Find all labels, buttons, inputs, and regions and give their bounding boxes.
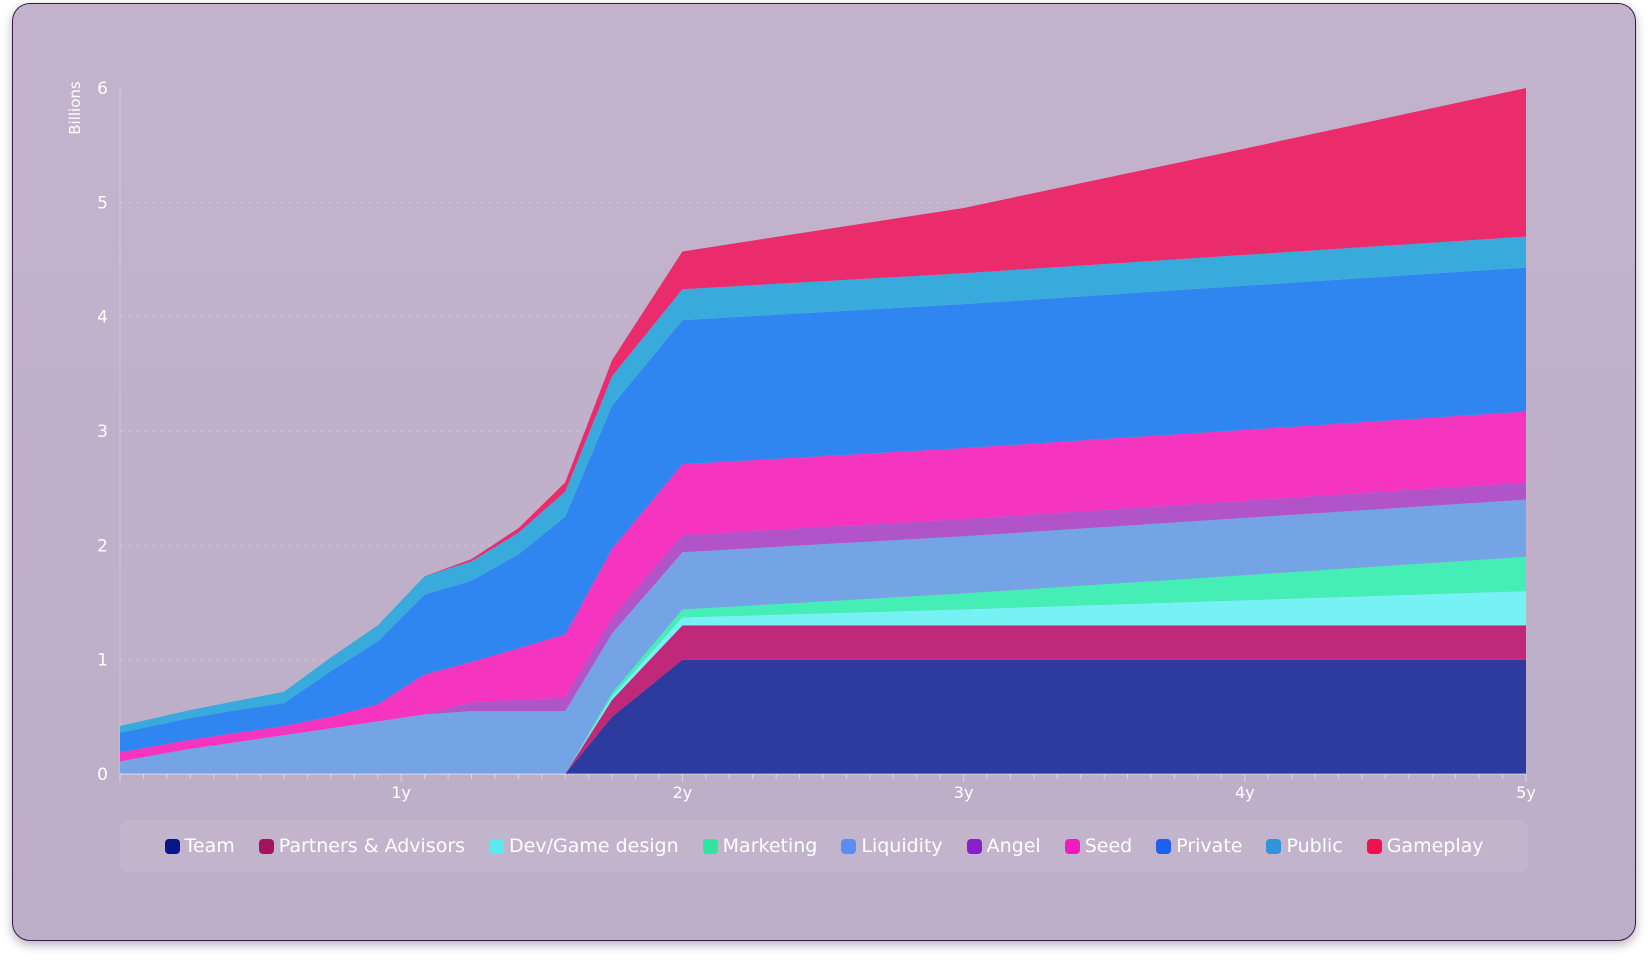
x-tick-label: 2y — [673, 783, 693, 802]
legend-label: Partners & Advisors — [278, 835, 466, 857]
x-tick-label: 4y — [1235, 783, 1255, 802]
series-area-liquidity[interactable] — [120, 499, 1526, 774]
legend-swatch — [1366, 838, 1382, 854]
legend-item-gameplay[interactable]: Gameplay — [1366, 835, 1484, 857]
y-tick-label: 4 — [97, 308, 108, 328]
chart-legend: Team Partners & Advisors Dev/Game design Ma… — [120, 820, 1528, 872]
legend-label: Private — [1176, 835, 1243, 857]
legend-item-private[interactable]: Private — [1156, 835, 1242, 857]
legend-swatch — [841, 838, 857, 854]
legend-label: Angel — [986, 835, 1041, 857]
series-area-gameplay[interactable] — [120, 88, 1526, 726]
y-tick-label: 2 — [97, 536, 108, 556]
y-axis: 0 1 2 3 4 5 6 — [97, 79, 108, 785]
y-tick-label: 1 — [97, 651, 108, 671]
legend-label: Team — [184, 835, 235, 857]
legend-label: Public — [1286, 835, 1343, 857]
x-tick-label: 5y — [1516, 783, 1536, 802]
legend-item-angel[interactable]: Angel — [966, 835, 1041, 857]
y-tick-label: 0 — [97, 765, 108, 785]
y-tick-label: 5 — [97, 193, 108, 213]
legend-item-team[interactable]: Team — [164, 835, 235, 857]
series-area-team[interactable] — [120, 659, 1526, 774]
legend-label: Gameplay — [1386, 835, 1484, 857]
legend-item-marketing[interactable]: Marketing — [702, 835, 818, 857]
legend-label: Marketing — [722, 835, 818, 857]
legend-swatch — [1064, 838, 1080, 854]
series-area-angel[interactable] — [120, 482, 1526, 762]
y-tick-label: 6 — [97, 79, 108, 99]
legend-item-partners-advisors[interactable]: Partners & Advisors — [258, 835, 466, 857]
series-area-seed[interactable] — [120, 411, 1526, 762]
y-tick-label: 3 — [97, 422, 108, 442]
legend-item-seed[interactable]: Seed — [1064, 835, 1133, 857]
series-areas — [120, 88, 1526, 774]
series-area-private[interactable] — [120, 267, 1526, 753]
y-axis-label: Billions — [66, 81, 84, 135]
legend-swatch — [258, 838, 274, 854]
legend-swatch — [1156, 838, 1172, 854]
x-tick-label: 3y — [954, 783, 974, 802]
legend-item-liquidity[interactable]: Liquidity — [841, 835, 943, 857]
legend-item-public[interactable]: Public — [1266, 835, 1343, 857]
series-area-partners-advisors[interactable] — [120, 625, 1526, 774]
legend-item-dev-game-design[interactable]: Dev/Game design — [489, 835, 679, 857]
legend-swatch — [164, 838, 180, 854]
series-area-marketing[interactable] — [120, 556, 1526, 774]
legend-swatch — [702, 838, 718, 854]
legend-swatch — [966, 838, 982, 854]
legend-label: Liquidity — [861, 835, 943, 857]
legend-label: Seed — [1084, 835, 1133, 857]
legend-label: Dev/Game design — [509, 835, 679, 857]
legend-swatch — [1266, 838, 1282, 854]
x-tick-label: 1y — [391, 783, 411, 802]
series-area-dev-game-design[interactable] — [120, 591, 1526, 774]
x-axis: 1y 2y 3y 4y 5y — [119, 773, 1536, 802]
legend-swatch — [489, 838, 505, 854]
